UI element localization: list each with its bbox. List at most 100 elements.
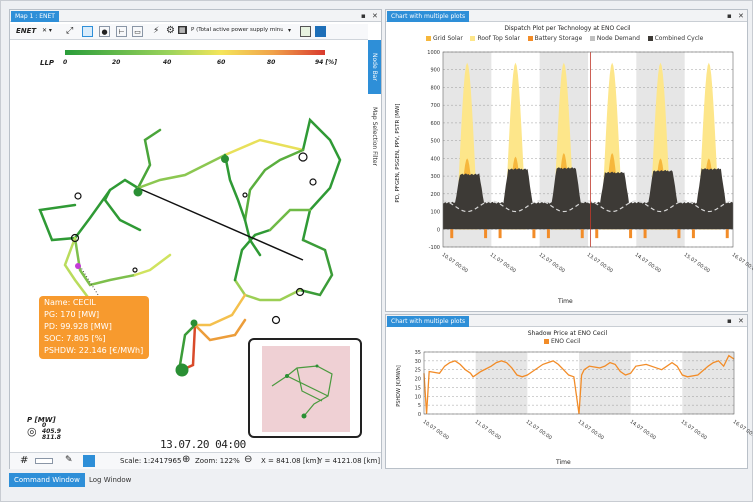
info-name: Name: CECIL (44, 298, 96, 307)
pin-icon[interactable]: ▪ (361, 12, 366, 20)
dispatch-chart-title: Dispatch Plot per Technology at ENO Ceci… (504, 25, 631, 32)
chart2-pin-icon[interactable]: ▪ (727, 317, 732, 325)
side-tab-node-bar[interactable]: Node Bar (368, 40, 381, 94)
y-tick-label: -100 (429, 245, 440, 251)
llp-tick-60: 60 (217, 59, 226, 66)
battery-bar (498, 229, 502, 239)
network-select[interactable]: ENET (16, 27, 37, 35)
measure-dropdown-icon[interactable]: ▾ (288, 27, 292, 34)
map-clock: 13.07.20 04:00 (160, 438, 246, 451)
grid-icon[interactable]: # (20, 455, 29, 466)
tab-command-window[interactable]: Command Window (9, 473, 85, 487)
network-map[interactable] (10, 70, 366, 410)
chart-icon[interactable] (300, 26, 311, 37)
llp-tick-20: 20 (112, 59, 121, 66)
info-pd: PD: 99.928 [MW] (44, 322, 112, 331)
select-icon[interactable] (82, 26, 93, 37)
zoom-out-icon[interactable]: ⊖ (244, 454, 253, 465)
combined-cycle-area (443, 167, 733, 230)
export-icon[interactable] (315, 26, 326, 37)
minimap-network (271, 364, 333, 419)
dispatch-chart-panel: Chart with multiple plots ▪ ✕ Dispatch P… (385, 9, 753, 312)
measure-select[interactable]: P (Total active power supply minu (191, 27, 283, 33)
y-tick-label: 500 (430, 139, 440, 145)
map-panel: Map 1 : ENET ▪ ✕ ENET ✕ ▾ ⤢ ● ⊢ ▭ ⚡ ⚙ ▦ … (9, 9, 382, 469)
settings-icon[interactable]: ⚙ (166, 25, 175, 36)
map-status-bar: # ✎ Scale: 1:2417965 ⊕ Zoom: 122% ⊖ X = … (10, 452, 381, 469)
price-xlabel: Time (556, 459, 571, 466)
scale-text: Scale: 1:2417965 (120, 457, 182, 465)
scale-icon[interactable] (83, 455, 95, 467)
measure-icon[interactable]: ▦ (178, 26, 187, 34)
battery-bar (629, 229, 633, 239)
legend-swatch-rooftop (470, 36, 476, 41)
y-tick-label: 700 (430, 103, 440, 109)
legend-eno: ENO Cecil (551, 338, 581, 345)
chart2-tab-header: Chart with multiple plots ▪ ✕ (386, 315, 747, 327)
price-plot-area[interactable]: 0 5 10 15 20 25 30 35 (406, 350, 741, 425)
y-tick-label: 100 (430, 210, 440, 216)
zoom-in-icon[interactable]: ⊕ (182, 454, 191, 465)
ruler-icon[interactable]: ✎ (65, 455, 73, 465)
tab-log-window[interactable]: Log Window (89, 476, 132, 484)
bottom-tab-bar: Command Window Log Window (9, 473, 753, 487)
side-tab-map-selection-filter[interactable]: Map Selection Filter (371, 106, 378, 166)
y-tick-label: 600 (430, 121, 440, 127)
x-coordinate: X = 841.08 [km] (261, 457, 320, 465)
battery-bar (643, 229, 647, 239)
y-tick-label: 15 (415, 385, 421, 391)
y-tick-label: 200 (430, 192, 440, 198)
slider-icon[interactable] (35, 458, 53, 464)
dispatch-ylabel: PD, PFGEN, PSGEN, PPV, PSTR [MW] (395, 103, 401, 203)
map-tab[interactable]: Map 1 : ENET (11, 11, 59, 22)
y-tick-label: 900 (430, 68, 440, 74)
chart1-tab[interactable]: Chart with multiple plots (387, 11, 470, 22)
chart1-pin-icon[interactable]: ▪ (727, 12, 732, 20)
close-icon[interactable]: ✕ (372, 12, 378, 20)
expand-icon[interactable]: ⤢ (66, 26, 74, 36)
y-coordinate: Y = 4121.08 [km] (318, 457, 381, 465)
minimap[interactable] (248, 338, 362, 438)
llp-tick-80: 80 (267, 59, 276, 66)
y-tick-label: 25 (415, 368, 421, 374)
chart1-close-icon[interactable]: ✕ (738, 12, 744, 20)
llp-color-bar (65, 50, 325, 55)
plot-frame (442, 51, 734, 248)
battery-bar (546, 229, 550, 239)
battery-bar (580, 229, 584, 239)
dispatch-legend: Grid Solar Roof Top Solar Battery Storag… (426, 35, 703, 43)
battery-bar (450, 229, 454, 239)
p-legend-v2: 811.8 (42, 434, 61, 441)
layer-icon[interactable]: ▭ (132, 26, 143, 37)
transform-icon[interactable]: ⚡ (153, 26, 160, 36)
price-chart-title: Shadow Price at ENO Cecil (527, 330, 608, 337)
legend-swatch-grid-solar (426, 36, 431, 41)
p-legend-icon: ◎ (27, 425, 37, 438)
network-close-icon[interactable]: ✕ ▾ (42, 27, 52, 34)
node-demand-line (442, 200, 734, 213)
battery-bar (677, 229, 681, 239)
info-pshdw: PSHDW: 22.146 [€/MWh] (44, 346, 144, 355)
llp-tick-94: 94 [%] (315, 59, 337, 66)
legend-cc: Combined Cycle (654, 35, 704, 42)
y-tick-label: 0 (437, 227, 440, 233)
legend-swatch-eno (544, 339, 549, 344)
legend-swatch-cc (647, 36, 653, 41)
dispatch-plot-area[interactable]: -100 0 100 200 300 400 500 600 700 800 900 1000 (421, 50, 741, 265)
minimap-view (262, 346, 350, 432)
y-tick-label: 400 (430, 156, 440, 162)
line-icon[interactable]: ⊢ (116, 26, 127, 37)
day-band (579, 352, 631, 414)
node-icon[interactable]: ● (99, 26, 110, 37)
price-legend: ENO Cecil (544, 338, 580, 346)
legend-grid-solar: Grid Solar (433, 35, 463, 42)
dispatch-xlabel: Time (558, 298, 573, 305)
battery-bar (725, 229, 729, 239)
eno-cecil-price-line (423, 354, 735, 415)
chart2-tab[interactable]: Chart with multiple plots (387, 316, 470, 327)
chart2-close-icon[interactable]: ✕ (738, 317, 744, 325)
legend-swatch-demand (589, 36, 595, 41)
price-ylabel: PSHDW [€/MWh] (396, 365, 402, 407)
x-tick-label: 16.07 00:00 (731, 419, 753, 442)
